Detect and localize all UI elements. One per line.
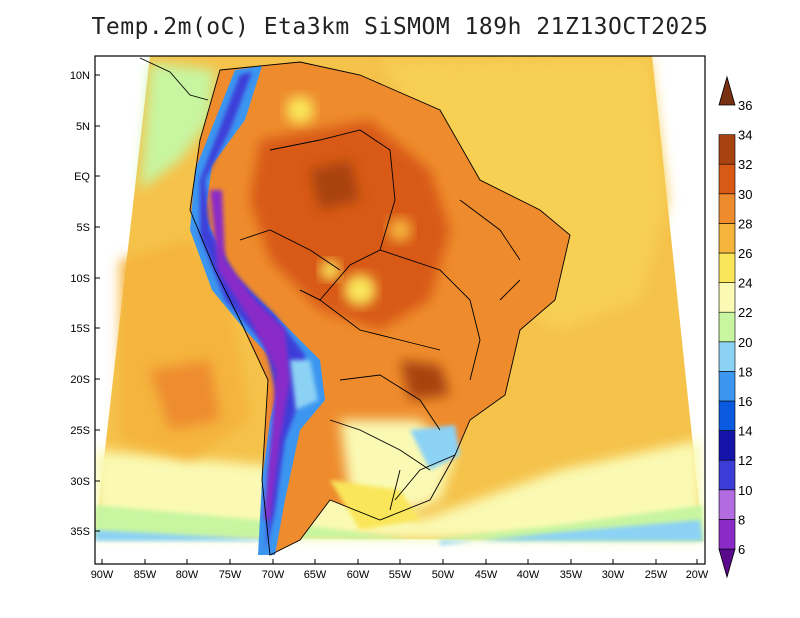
colorbar-segment [718, 400, 736, 431]
lon-label-30w: 30W [602, 569, 625, 581]
colorbar-label: 30 [738, 187, 752, 202]
lon-label-45w: 45W [475, 569, 498, 581]
lon-label-65w: 65W [304, 569, 327, 581]
colorbar-label: 16 [738, 394, 752, 409]
colorbar-label: 32 [738, 157, 752, 172]
lat-label-15s: 15S [70, 323, 90, 335]
colorbar-arrow-high [718, 75, 736, 106]
lon-label-55w: 55W [389, 569, 412, 581]
colorbar-segment [718, 223, 736, 254]
colorbar-label: 18 [738, 364, 752, 379]
colorbar-label: 8 [738, 512, 745, 527]
colorbar: 6 8 10 12 14 16 18 20 22 24 26 28 30 32 34 36 [718, 75, 752, 579]
lat-label-35s: 35S [70, 526, 90, 538]
lat-label-5n: 5N [76, 121, 90, 133]
colorbar-segment [718, 459, 736, 491]
lat-label-20s: 20S [70, 374, 90, 386]
colorbar-label: 22 [738, 305, 752, 320]
temperature-field [95, 56, 703, 556]
colorbar-label: 34 [738, 128, 752, 143]
lon-axis: 90W 85W 80W 75W 70W 65W 60W 55W 50W 45W … [91, 559, 709, 581]
lon-label-60w: 60W [347, 569, 370, 581]
lat-label-10n: 10N [70, 70, 90, 82]
colorbar-label: 26 [738, 246, 752, 261]
lon-label-70w: 70W [262, 569, 285, 581]
colorbar-label: 14 [738, 424, 752, 439]
lon-label-75w: 75W [219, 569, 242, 581]
colorbar-segment [718, 371, 736, 402]
colorbar-segment [718, 163, 736, 195]
colorbar-segment [718, 282, 736, 313]
colorbar-segment [718, 252, 736, 283]
country-borders [189, 61, 571, 556]
lat-label-30s: 30S [70, 476, 90, 488]
lon-label-90w: 90W [91, 569, 114, 581]
lat-label-10s: 10S [70, 273, 90, 285]
colorbar-label: 24 [738, 276, 752, 291]
colorbar-segment [718, 134, 736, 165]
colorbar-segment [718, 519, 736, 550]
lon-label-80w: 80W [176, 569, 199, 581]
colorbar-segment [718, 489, 736, 520]
lat-label-eq: EQ [74, 171, 90, 183]
lat-axis: 10N 5N EQ 5S 10S 15S 20S 25S 30S 35S [70, 70, 100, 538]
colorbar-segment [718, 341, 736, 372]
colorbar-label: 6 [738, 542, 745, 557]
colorbar-segment [718, 193, 736, 224]
map-title: Temp.2m(oC) Eta3km SiSMOM 189h 21Z13OCT2… [91, 14, 709, 40]
lon-label-50w: 50W [432, 569, 455, 581]
lon-label-35w: 35W [560, 569, 583, 581]
lon-label-20w: 20W [686, 569, 709, 581]
colorbar-label: 10 [738, 483, 752, 498]
colorbar-label: 28 [738, 216, 752, 231]
colorbar-label: 12 [738, 453, 752, 468]
lat-label-5s: 5S [77, 222, 90, 234]
lat-label-25s: 25S [70, 425, 90, 437]
lon-label-25w: 25W [645, 569, 668, 581]
colorbar-label: 20 [738, 335, 752, 350]
colorbar-segment [718, 311, 736, 343]
colorbar-segment [718, 430, 736, 461]
colorbar-arrow-low [718, 548, 736, 579]
lon-label-85w: 85W [134, 569, 157, 581]
colorbar-label: 36 [738, 98, 752, 113]
lon-label-40w: 40W [517, 569, 540, 581]
